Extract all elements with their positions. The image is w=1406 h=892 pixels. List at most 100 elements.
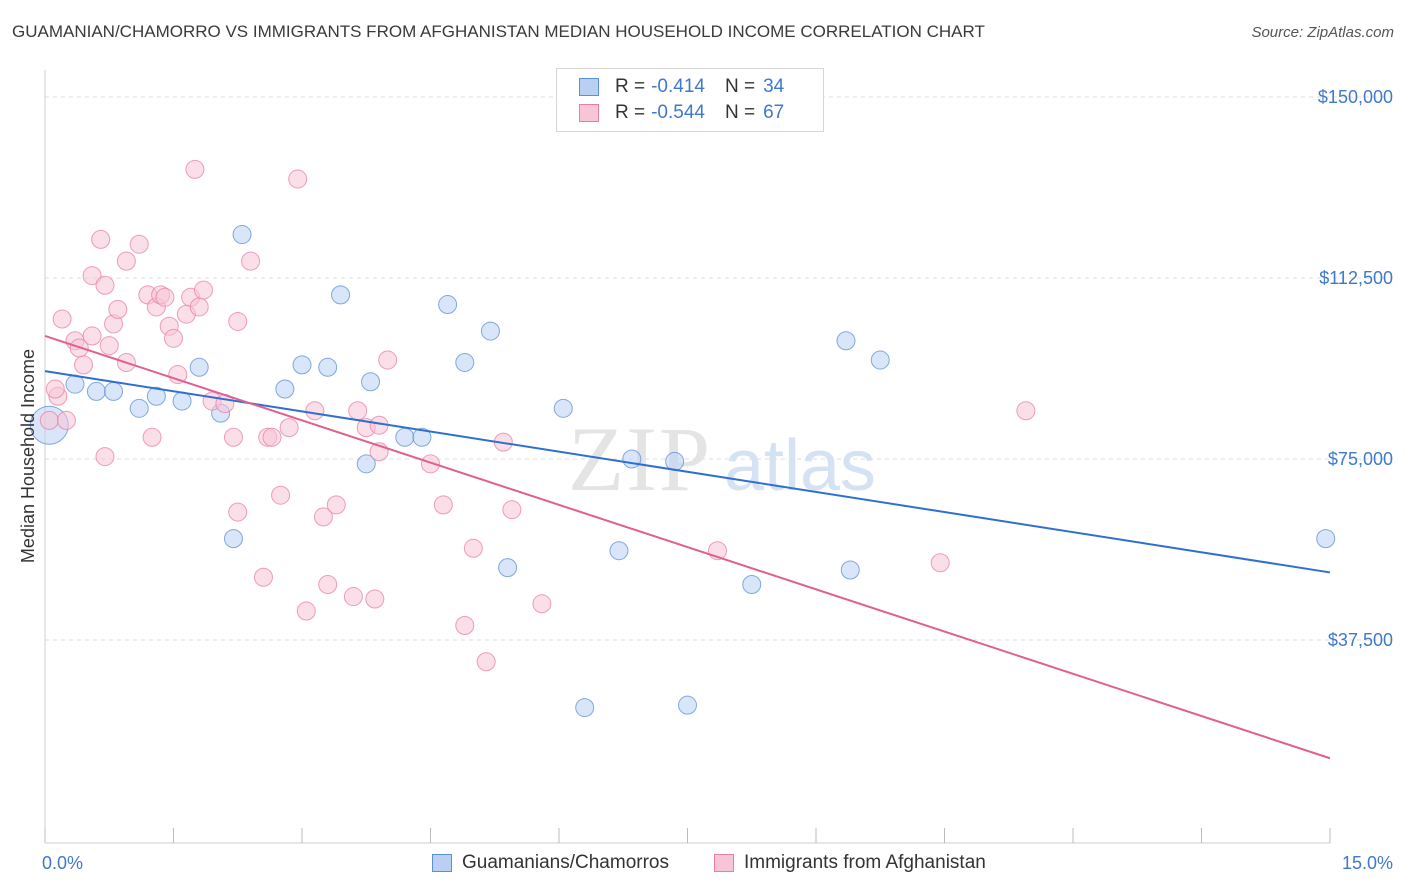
afghanistan-point xyxy=(463,538,483,558)
y-tick-label: $150,000 xyxy=(1318,87,1393,107)
afghanistan-point xyxy=(223,427,243,447)
afghanistan-point xyxy=(305,401,325,421)
afghanistan-point xyxy=(82,266,102,286)
afghanistan-point xyxy=(155,287,175,307)
afghanistan-point xyxy=(421,454,440,474)
axes xyxy=(44,70,1331,844)
guamanian-point xyxy=(172,391,192,411)
guamanian-point xyxy=(292,355,312,375)
guamanian-point xyxy=(575,698,595,718)
legend-n-label: N = xyxy=(724,76,756,97)
y-tick-label: $112,500 xyxy=(1319,268,1393,288)
afghanistan-point xyxy=(288,169,308,189)
afghanistan-point xyxy=(82,326,102,346)
series-swatch-pink xyxy=(714,854,734,872)
afghanistan-point xyxy=(129,234,149,254)
trend-lines xyxy=(44,334,1331,760)
guamanian-point xyxy=(498,558,518,578)
afghanistan-point xyxy=(433,495,453,515)
x-tick-label: 15.0% xyxy=(1342,853,1393,873)
afghanistan-point xyxy=(365,589,385,609)
guamanian-point xyxy=(438,295,458,315)
afghanistan-point xyxy=(142,427,162,447)
afghanistan-point xyxy=(56,410,76,430)
afghanistan-point xyxy=(318,574,338,594)
guamanian-point xyxy=(189,357,209,377)
guamanian-point xyxy=(455,352,475,372)
correlation-legend: R = -0.414 N = 34 R = -0.544 N = 67 xyxy=(556,68,824,132)
guamanian-point xyxy=(480,321,500,341)
afghanistan-point xyxy=(74,355,94,375)
afghanistan-point xyxy=(52,309,72,329)
afghanistan-point xyxy=(296,601,316,621)
guamanian-point xyxy=(412,427,432,447)
gridlines xyxy=(45,96,1390,641)
guamanian-point xyxy=(129,398,149,418)
afghanistan-point xyxy=(116,251,136,271)
guamanian-point xyxy=(665,451,685,471)
afghanistan-point xyxy=(271,485,291,505)
guamanian-point xyxy=(840,560,860,580)
afghanistan-point xyxy=(313,507,333,527)
legend-n-value: 34 xyxy=(763,76,785,97)
series-legend-guamanian: Guamanians/Chamorros xyxy=(432,852,669,874)
y-tick-label: $37,500 xyxy=(1328,630,1393,650)
guamanian-point xyxy=(678,695,697,715)
guamanian-point xyxy=(146,386,166,406)
afghanistan-point xyxy=(45,379,65,399)
data-points xyxy=(29,159,1336,718)
afghanistan-point xyxy=(228,311,248,331)
afghanistan-point xyxy=(930,553,950,573)
series-legend-afghanistan: Immigrants from Afghanistan xyxy=(714,852,986,874)
legend-swatch-blue xyxy=(579,78,599,96)
afghanistan-point xyxy=(241,251,261,271)
guamanian-point xyxy=(331,285,351,305)
afghanistan-point xyxy=(476,652,496,672)
legend-row-guamanian: R = -0.414 N = 34 xyxy=(557,75,784,99)
afghanistan-point xyxy=(108,299,128,319)
legend-r-value: -0.414 xyxy=(651,76,705,97)
afghanistan-point xyxy=(185,159,205,179)
afghanistan-point xyxy=(502,500,522,520)
afghanistan-point xyxy=(348,401,368,421)
guamanian-point xyxy=(361,372,381,392)
guamanian-point xyxy=(836,331,856,351)
guamanian-point xyxy=(622,449,642,469)
afghanistan-point xyxy=(39,410,59,430)
guamanian-point xyxy=(553,398,573,418)
guamanian-point xyxy=(232,225,252,245)
legend-r-label: R = xyxy=(615,76,646,97)
afghanistan-point xyxy=(532,594,552,614)
series-name-afghanistan: Immigrants from Afghanistan xyxy=(744,852,986,873)
afghanistan-point xyxy=(91,229,111,249)
guamanian-point xyxy=(356,454,376,474)
series-legend: Guamanians/Chamorros Immigrants from Afg… xyxy=(0,852,1406,878)
guamanian-point xyxy=(223,529,243,549)
y-tick-label: $75,000 xyxy=(1328,449,1393,469)
afghanistan-point xyxy=(326,495,346,515)
afghanistan-point xyxy=(1016,401,1036,421)
guamanian-point xyxy=(1316,529,1336,549)
x-tick-label: 0.0% xyxy=(42,853,83,873)
afghanistan-point xyxy=(189,297,209,317)
watermark-atlas: atlas xyxy=(724,426,876,506)
chart-title: GUAMANIAN/CHAMORRO VS IMMIGRANTS FROM AF… xyxy=(12,22,985,41)
guamanian-point xyxy=(609,541,629,561)
guamanian-point xyxy=(395,427,415,447)
afghanistan-point xyxy=(253,567,273,587)
afghanistan-point xyxy=(95,275,115,295)
legend-n-label: N = xyxy=(724,102,756,123)
afghanistan-point xyxy=(193,280,213,300)
guamanian-trend-line xyxy=(44,370,1331,574)
guamanian-point xyxy=(742,574,762,594)
guamanian-point xyxy=(65,374,85,394)
series-name-guamanian: Guamanians/Chamorros xyxy=(462,852,669,873)
legend-r-value: -0.544 xyxy=(651,102,705,123)
x-tick-labels: 0.0% 15.0% xyxy=(42,853,1393,873)
y-axis-label: Median Household Income xyxy=(18,349,38,563)
series-swatch-blue xyxy=(432,854,452,872)
afghanistan-point xyxy=(455,616,475,636)
guamanian-point xyxy=(86,381,106,401)
guamanian-point xyxy=(870,350,890,370)
